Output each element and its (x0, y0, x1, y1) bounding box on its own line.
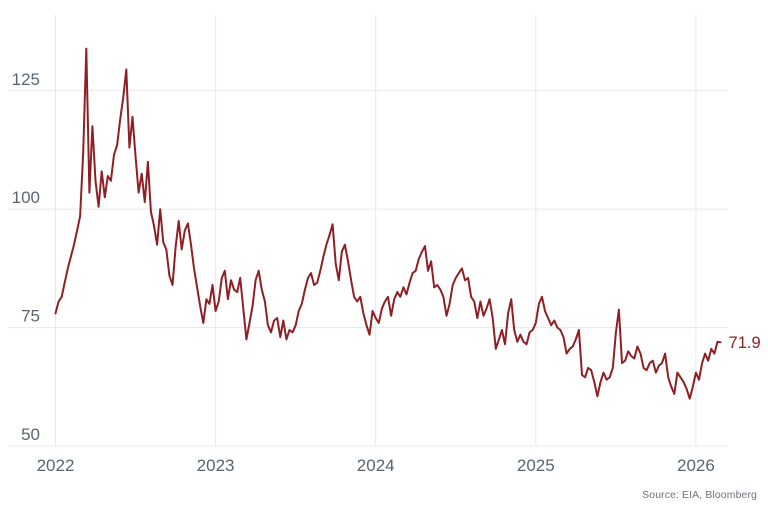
source-credit: Source: EIA, Bloomberg (642, 489, 757, 501)
y-axis-tick-label-50: 50 (21, 425, 40, 444)
y-axis-tick-label-125: 125 (12, 70, 40, 89)
last-value-label: 71.9 (729, 334, 761, 352)
x-axis-tick-label-2026: 2026 (677, 456, 715, 475)
y-axis-tick-label-100: 100 (12, 188, 40, 207)
x-axis-tick-label-2025: 2025 (517, 456, 555, 475)
x-axis-tick-label-2023: 2023 (197, 456, 235, 475)
y-axis-tick-label-75: 75 (21, 307, 40, 326)
x-axis-tick-label-2022: 2022 (37, 456, 75, 475)
x-axis-tick-label-2024: 2024 (357, 456, 395, 475)
price-line-series (54, 47, 722, 400)
